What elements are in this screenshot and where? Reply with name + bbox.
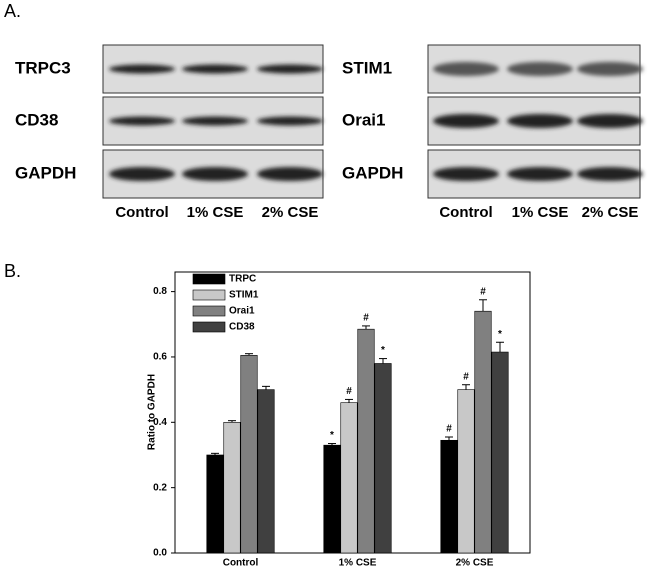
blot-band bbox=[257, 64, 323, 74]
error-bar bbox=[328, 443, 336, 446]
bar bbox=[491, 351, 509, 554]
blot-band bbox=[433, 114, 499, 128]
panel-label: B. bbox=[4, 261, 21, 281]
significance-marker: # bbox=[446, 424, 452, 435]
blot-lane-label: 2% CSE bbox=[262, 204, 319, 221]
y-tick-label: 0.2 bbox=[153, 482, 167, 493]
legend-swatch bbox=[192, 273, 226, 285]
significance-marker: # bbox=[363, 313, 369, 324]
error-bar bbox=[496, 341, 504, 353]
bar bbox=[457, 389, 475, 554]
bar bbox=[223, 422, 241, 554]
significance-marker: # bbox=[463, 371, 469, 382]
x-tick-label: 2% CSE bbox=[456, 558, 494, 569]
legend-swatch bbox=[192, 305, 226, 317]
error-bar bbox=[245, 353, 253, 356]
blot-band bbox=[257, 116, 323, 126]
blot-lane-label: Control bbox=[115, 204, 168, 221]
bar bbox=[323, 444, 341, 554]
error-bar bbox=[345, 398, 353, 403]
blot-band bbox=[577, 114, 643, 128]
blot-band bbox=[109, 116, 175, 126]
significance-marker: * bbox=[498, 329, 502, 340]
blot-band bbox=[182, 64, 248, 74]
significance-marker: # bbox=[480, 286, 486, 297]
y-tick-label: 0.0 bbox=[153, 548, 167, 559]
blot-lane-label: 1% CSE bbox=[512, 204, 569, 221]
blot-band bbox=[433, 62, 499, 76]
error-bar bbox=[479, 299, 487, 312]
blot-band bbox=[507, 62, 573, 76]
error-bar bbox=[445, 436, 453, 441]
error-bar bbox=[379, 358, 387, 364]
blot-band bbox=[507, 167, 573, 181]
error-bar bbox=[462, 384, 470, 390]
y-tick-label: 0.4 bbox=[153, 417, 167, 428]
legend-swatch bbox=[192, 289, 226, 301]
y-tick-label: 0.8 bbox=[153, 286, 167, 297]
blot-row-label: TRPC3 bbox=[15, 58, 71, 77]
blots: TRPC3 CD38 GAPDH Control 1% CSE 2% CSE STIM1 Or… bbox=[15, 44, 643, 221]
blot-lane-label: 1% CSE bbox=[187, 204, 244, 221]
y-axis-label: Ratio to GAPDH bbox=[147, 374, 158, 450]
x-tick-label: Control bbox=[223, 558, 259, 569]
panel-label: A. bbox=[4, 1, 21, 21]
bar bbox=[206, 454, 224, 554]
bar bbox=[257, 389, 275, 554]
significance-marker: * bbox=[330, 430, 334, 441]
legend-label: Orai1 bbox=[229, 306, 255, 317]
x-tick-label: 1% CSE bbox=[339, 558, 377, 569]
legend-swatch bbox=[192, 321, 226, 333]
legend-label: STIM1 bbox=[229, 290, 259, 301]
blot-lane-label: Control bbox=[439, 204, 492, 221]
bar bbox=[357, 328, 375, 554]
blot-band bbox=[577, 167, 643, 181]
blot-row-label: GAPDH bbox=[15, 163, 76, 182]
legend-label: CD38 bbox=[229, 322, 255, 333]
blot-band bbox=[507, 114, 573, 128]
blot-band bbox=[577, 62, 643, 76]
legend-label: TRPC bbox=[229, 274, 256, 285]
blot-band bbox=[109, 167, 175, 181]
blot-band bbox=[182, 116, 248, 126]
blot-row-label: GAPDH bbox=[342, 163, 403, 182]
bar bbox=[440, 439, 458, 554]
blot-band bbox=[182, 167, 248, 181]
bar bbox=[374, 363, 392, 554]
significance-marker: * bbox=[381, 345, 385, 356]
error-bar bbox=[228, 420, 236, 423]
blot-lane-label: 2% CSE bbox=[582, 204, 639, 221]
blot-band bbox=[109, 64, 175, 74]
blot-row-label: STIM1 bbox=[342, 58, 392, 77]
error-bar bbox=[211, 452, 219, 455]
blot-row-label: CD38 bbox=[15, 110, 58, 129]
blot-band bbox=[257, 167, 323, 181]
error-bar bbox=[362, 325, 370, 330]
blot-row-label: Orai1 bbox=[342, 110, 385, 129]
bar bbox=[474, 310, 492, 554]
significance-marker: # bbox=[346, 386, 352, 397]
blot-band bbox=[433, 167, 499, 181]
error-bar bbox=[262, 385, 270, 390]
bar bbox=[240, 355, 258, 554]
y-tick-label: 0.6 bbox=[153, 352, 167, 363]
bar bbox=[340, 402, 358, 554]
